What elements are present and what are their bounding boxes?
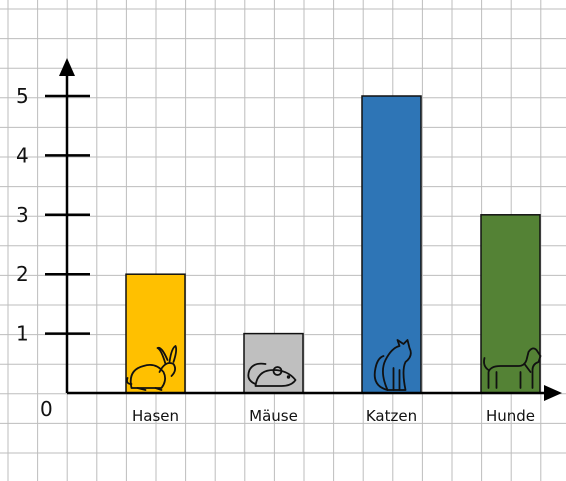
origin-label: 0 — [40, 397, 53, 421]
cat-icon — [373, 339, 412, 391]
x-axis-arrow — [544, 385, 562, 401]
bar-icons — [126, 339, 542, 391]
y-ticks: 1 2 3 4 5 — [16, 84, 90, 346]
y-axis-arrow — [59, 58, 75, 76]
bar-mäuse — [243, 332, 304, 394]
category-label: Hunde — [486, 407, 535, 425]
bars — [125, 95, 541, 394]
y-tick-label: 4 — [16, 143, 29, 167]
bar-hunde — [480, 214, 541, 394]
category-label: Hasen — [132, 407, 179, 425]
category-label: Katzen — [366, 407, 417, 425]
category-label: Mäuse — [249, 407, 298, 425]
y-tick-label: 5 — [16, 84, 29, 108]
mouse-icon — [247, 362, 297, 387]
y-tick-label: 2 — [16, 262, 29, 286]
y-tick-label: 3 — [16, 203, 29, 227]
category-labels: Hasen Mäuse Katzen Hunde — [132, 407, 535, 425]
rabbit-icon — [126, 345, 178, 391]
axes — [59, 58, 562, 401]
bar-katzen — [361, 95, 422, 394]
y-tick-label: 1 — [16, 322, 29, 346]
bar-hasen — [125, 273, 186, 394]
dog-icon — [483, 347, 542, 389]
